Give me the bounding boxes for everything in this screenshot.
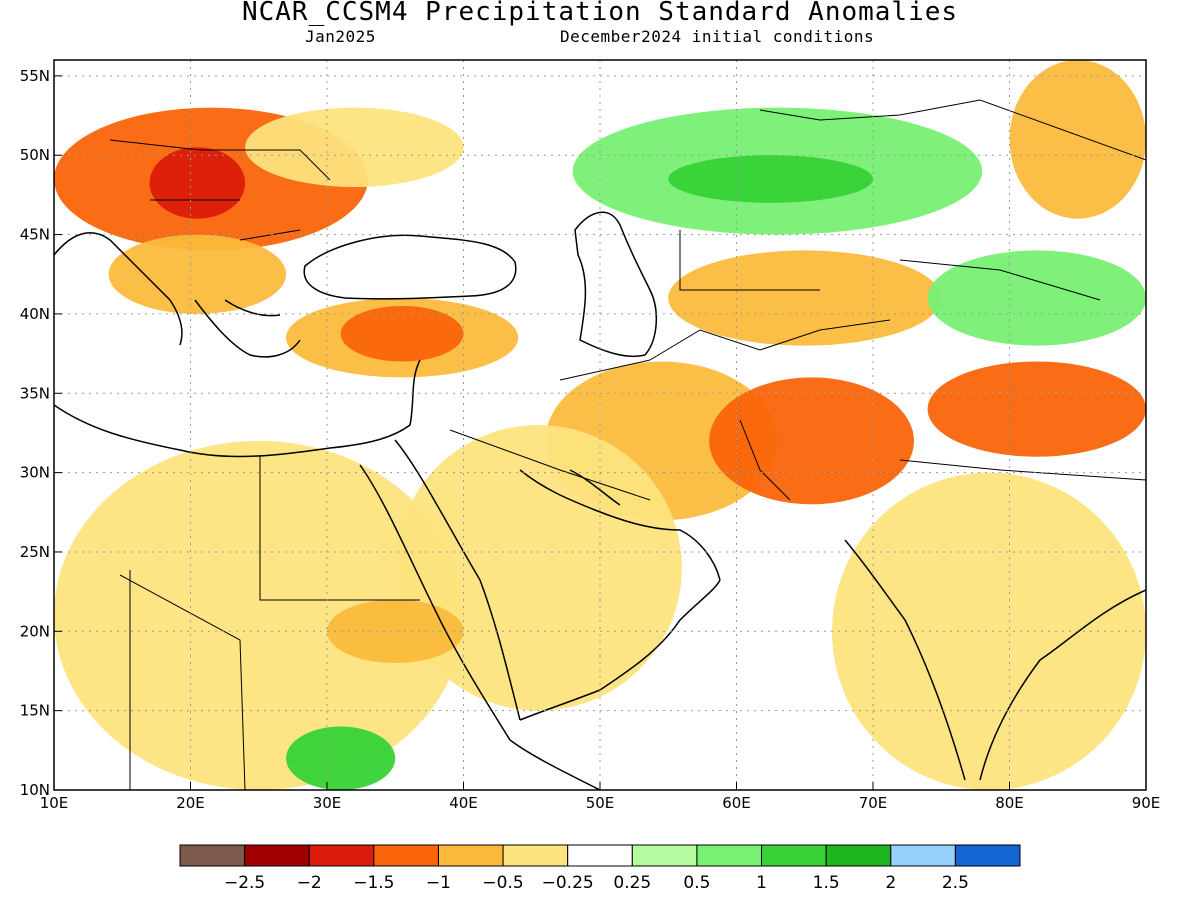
y-axis: 10N 15N 20N 25N 30N 35N 40N 45N 50N 55N bbox=[20, 67, 62, 799]
y-tick-label: 15N bbox=[20, 702, 50, 720]
colorbar-swatch bbox=[567, 844, 633, 867]
x-tick-label: 10E bbox=[40, 794, 69, 812]
colorbar-label: 1.5 bbox=[813, 873, 840, 893]
anomaly-region bbox=[832, 472, 1146, 790]
anomaly-region bbox=[709, 377, 914, 505]
anomaly-region bbox=[245, 107, 464, 187]
anomaly-region bbox=[1009, 60, 1146, 219]
colorbar-label: 2.5 bbox=[942, 873, 969, 893]
anomaly-region bbox=[108, 234, 287, 314]
y-tick-label: 50N bbox=[20, 146, 50, 164]
colorbar-swatch bbox=[696, 844, 763, 867]
anomaly-region bbox=[927, 250, 1146, 346]
anomaly-region bbox=[149, 147, 246, 219]
colorbar-swatch bbox=[437, 844, 504, 867]
colorbar-swatch bbox=[825, 844, 892, 867]
colorbar-swatch bbox=[631, 844, 698, 867]
plot-area bbox=[54, 60, 1146, 790]
gridlines bbox=[54, 60, 1146, 790]
map-title: NCAR_CCSM4 Precipitation Standard Anomal… bbox=[241, 0, 959, 27]
y-tick-label: 25N bbox=[20, 543, 50, 561]
x-tick-label: 50E bbox=[586, 794, 615, 812]
x-tick-label: 30E bbox=[313, 794, 342, 812]
colorbar-label: −2.5 bbox=[224, 873, 265, 893]
colorbar-label: −0.5 bbox=[482, 873, 523, 893]
y-tick-label: 40N bbox=[20, 305, 50, 323]
anomaly-region bbox=[327, 599, 464, 664]
colorbar-swatch bbox=[373, 844, 439, 867]
x-tick-label: 80E bbox=[995, 794, 1024, 812]
anomaly-region bbox=[340, 305, 464, 362]
colorbar-label: 2 bbox=[885, 873, 896, 893]
anomaly-region bbox=[54, 440, 464, 790]
anomaly-region bbox=[668, 250, 942, 346]
colorbar-swatch bbox=[502, 844, 569, 867]
colorbar: −2.5 −2 −1.5 −1 −0.5 −0.25 0.25 0.5 1 1.5 2 2.5 bbox=[179, 844, 1021, 893]
y-tick-label: 35N bbox=[20, 384, 50, 402]
colorbar-label: −1 bbox=[426, 873, 451, 893]
colorbar-label: −2 bbox=[297, 873, 322, 893]
y-tick-label: 10N bbox=[20, 781, 50, 799]
colorbar-swatch bbox=[244, 844, 310, 867]
x-tick-label: 20E bbox=[176, 794, 205, 812]
anomaly-region bbox=[927, 361, 1146, 457]
colorbar-label: 0.25 bbox=[613, 873, 651, 893]
y-tick-label: 20N bbox=[20, 622, 50, 640]
initial-conditions: December2024 initial conditions bbox=[560, 27, 875, 46]
country-borders bbox=[109, 99, 1146, 790]
colorbar-swatch bbox=[890, 844, 956, 867]
colorbar-swatch bbox=[179, 844, 246, 867]
y-tick-label: 55N bbox=[20, 67, 50, 85]
colorbar-label: 0.5 bbox=[683, 873, 710, 893]
x-tick-label: 90E bbox=[1132, 794, 1161, 812]
coastlines bbox=[54, 211, 1146, 790]
anomaly-region bbox=[395, 425, 682, 711]
colorbar-swatch bbox=[954, 844, 1021, 867]
x-tick-label: 70E bbox=[859, 794, 888, 812]
x-tick-label: 60E bbox=[722, 794, 751, 812]
colorbar-label: −1.5 bbox=[353, 873, 394, 893]
colorbar-label: 1 bbox=[756, 873, 767, 893]
anomaly-layer bbox=[54, 60, 1146, 790]
colorbar-swatch bbox=[308, 844, 375, 867]
x-tick-label: 40E bbox=[449, 794, 478, 812]
colorbar-swatch bbox=[761, 844, 827, 867]
y-tick-label: 45N bbox=[20, 226, 50, 244]
anomaly-region bbox=[286, 726, 396, 790]
forecast-month: Jan2025 bbox=[305, 27, 376, 46]
y-tick-label: 30N bbox=[20, 464, 50, 482]
anomaly-region bbox=[668, 155, 873, 203]
x-axis: 10E 20E 30E 40E 50E 60E 70E 80E 90E bbox=[40, 782, 1161, 812]
colorbar-label: −0.25 bbox=[542, 873, 594, 893]
